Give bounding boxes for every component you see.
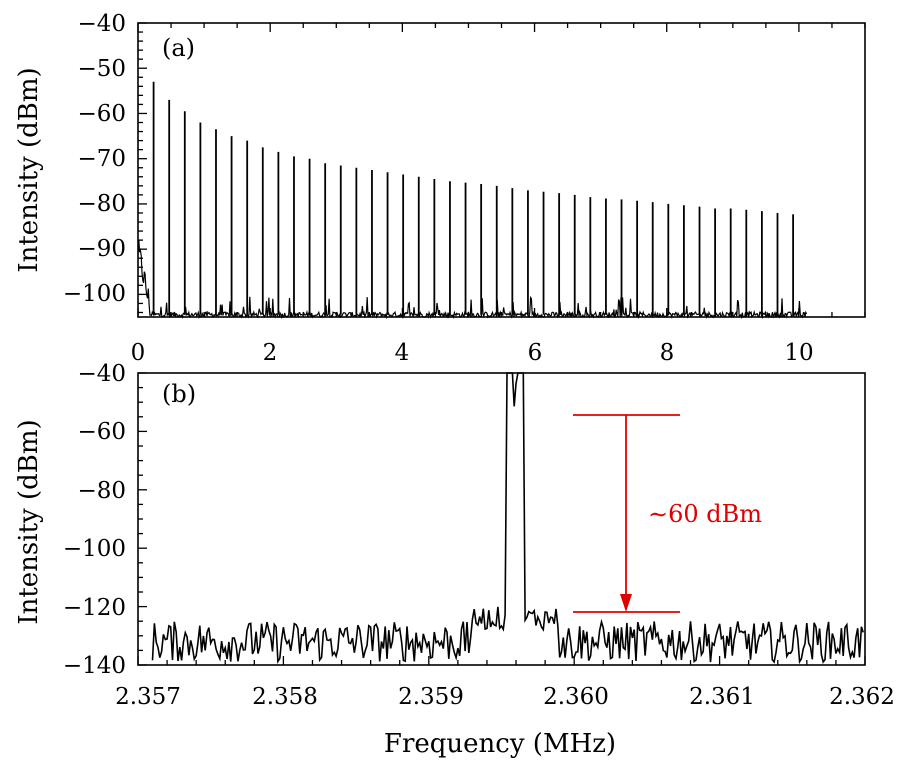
b-ytick-label: −120 bbox=[63, 595, 126, 621]
b-xtick-label: 2.359 bbox=[398, 684, 464, 710]
b-xtick-label: 2.362 bbox=[829, 684, 895, 710]
b-xtick-label: 2.357 bbox=[115, 684, 181, 710]
panel-a-x-tick-labels: 0 2 4 6 8 10 bbox=[131, 340, 814, 366]
a-ytick-label: −50 bbox=[77, 56, 126, 82]
b-xtick-label: 2.360 bbox=[543, 684, 609, 710]
panel-b-ylabel: Intensity (dBm) bbox=[14, 419, 44, 624]
a-xtick-label: 6 bbox=[528, 340, 543, 366]
a-ytick-label: −100 bbox=[63, 281, 126, 307]
panel-a-frame bbox=[137, 22, 866, 318]
a-ytick-label: −90 bbox=[77, 236, 126, 262]
a-xtick-label: 4 bbox=[395, 340, 410, 366]
b-ytick-label: −140 bbox=[63, 653, 126, 679]
annotation-text: ∼60 dBm bbox=[648, 500, 762, 528]
panel-b-y-tick-labels: −40 −60 −80 −100 −120 −140 bbox=[63, 361, 126, 679]
a-ytick-label: −80 bbox=[77, 191, 126, 217]
b-xtick-label: 2.361 bbox=[689, 684, 755, 710]
b-ytick-label: −60 bbox=[77, 419, 126, 445]
panel-a: (a) Intensity (dBm) −40 −50 −60 −70 −80 … bbox=[14, 11, 866, 366]
panel-a-data bbox=[137, 81, 808, 320]
a-xtick-label: 0 bbox=[131, 340, 146, 366]
panel-b-annotation: ∼60 dBm bbox=[573, 414, 762, 613]
panel-b-frame bbox=[137, 372, 866, 666]
panel-a-y-tick-labels: −40 −50 −60 −70 −80 −90 −100 bbox=[63, 11, 126, 307]
panel-b: ∼60 dBm (b) Intensity (dBm) Frequency (M… bbox=[14, 361, 895, 759]
panel-a-noise-floor bbox=[137, 239, 808, 320]
b-ytick-label: −100 bbox=[63, 536, 126, 562]
a-ytick-label: −70 bbox=[77, 146, 126, 172]
a-ytick-label: −40 bbox=[77, 11, 126, 37]
a-xtick-label: 2 bbox=[263, 340, 278, 366]
panel-b-label: (b) bbox=[162, 380, 196, 408]
annotation-arrow-head bbox=[620, 594, 632, 612]
b-xtick-label: 2.358 bbox=[252, 684, 318, 710]
b-ytick-label: −80 bbox=[77, 478, 126, 504]
a-xtick-label: 10 bbox=[784, 340, 813, 366]
panel-b-x-tick-labels: 2.357 2.358 2.359 2.360 2.361 2.362 bbox=[115, 684, 895, 710]
b-ytick-label: −40 bbox=[77, 361, 126, 387]
panel-a-label: (a) bbox=[162, 34, 195, 62]
panel-a-ylabel: Intensity (dBm) bbox=[14, 67, 44, 272]
a-xtick-label: 8 bbox=[660, 340, 675, 366]
panel-b-xlabel: Frequency (MHz) bbox=[384, 729, 616, 759]
a-ytick-label: −60 bbox=[77, 101, 126, 127]
